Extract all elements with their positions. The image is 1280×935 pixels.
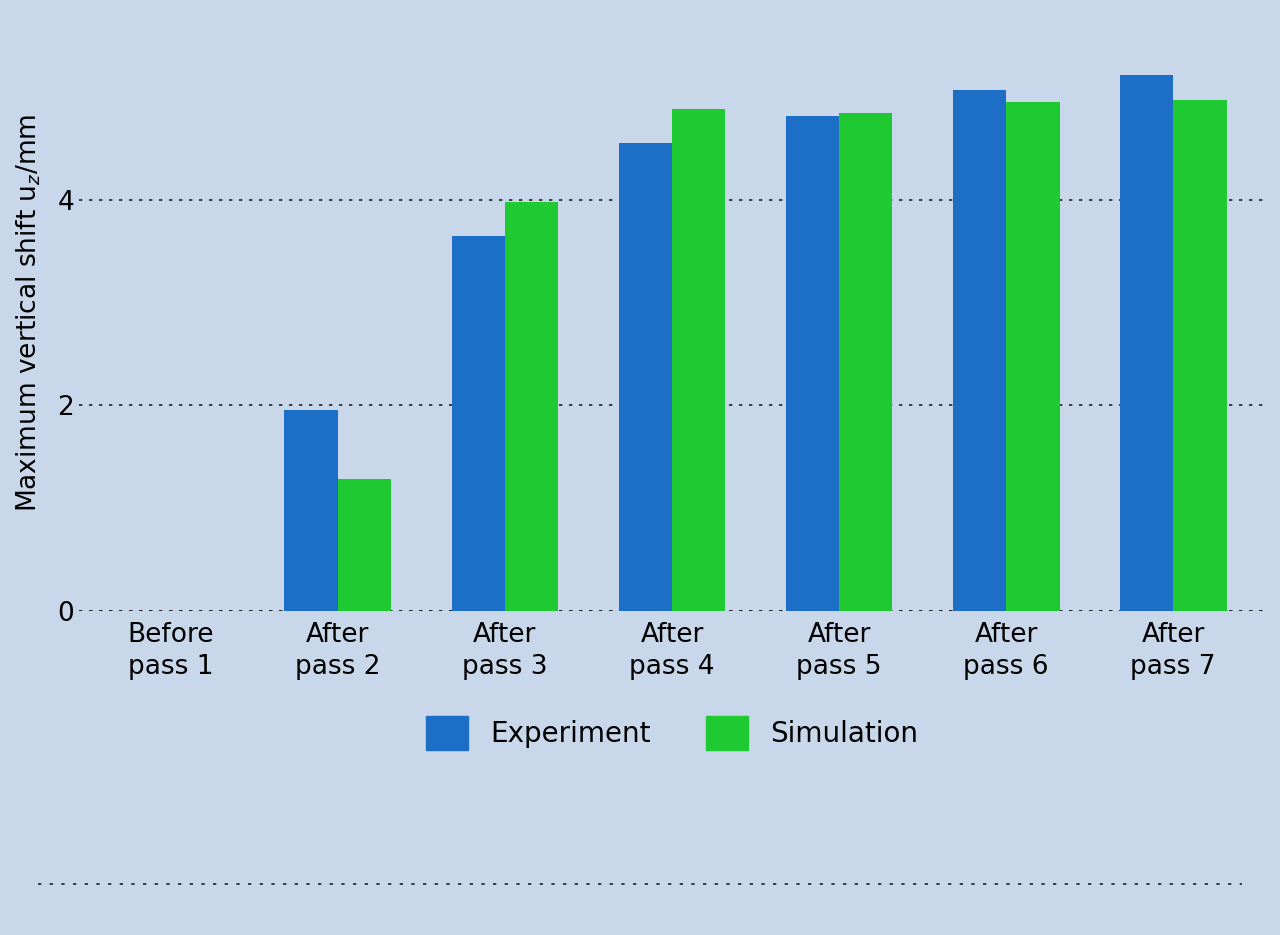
Bar (452, 236, 504, 611)
Bar (1120, 75, 1174, 611)
Bar (1006, 102, 1060, 611)
Bar (618, 143, 672, 611)
Bar (338, 480, 392, 611)
Bar (284, 410, 338, 611)
Bar (786, 116, 840, 611)
Legend: Experiment, Simulation: Experiment, Simulation (412, 702, 932, 764)
Y-axis label: Maximum vertical shift u$_z$/mm: Maximum vertical shift u$_z$/mm (15, 114, 44, 512)
Bar (672, 109, 726, 611)
Bar (840, 112, 892, 611)
Bar (952, 90, 1006, 611)
Bar (504, 202, 558, 611)
Bar (1174, 100, 1226, 611)
